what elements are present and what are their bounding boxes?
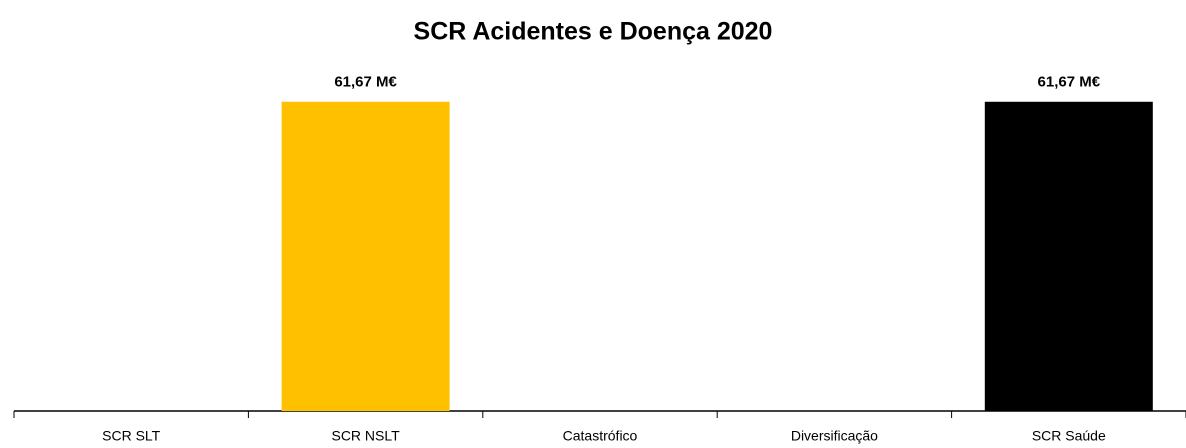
x-tick-label: Diversificação — [791, 428, 878, 444]
x-tick-label: SCR NSLT — [331, 428, 400, 444]
chart-title: SCR Acidentes e Doença 2020 — [414, 18, 773, 46]
value-label: 61,67 M€ — [334, 74, 397, 91]
bar — [281, 101, 450, 412]
x-tick-label: SCR Saúde — [1032, 428, 1106, 444]
bar — [984, 101, 1153, 412]
value-label: 61,67 M€ — [1038, 74, 1101, 91]
x-tick-label: Catastrófico — [563, 428, 638, 444]
x-tick-label: SCR SLT — [102, 428, 161, 444]
